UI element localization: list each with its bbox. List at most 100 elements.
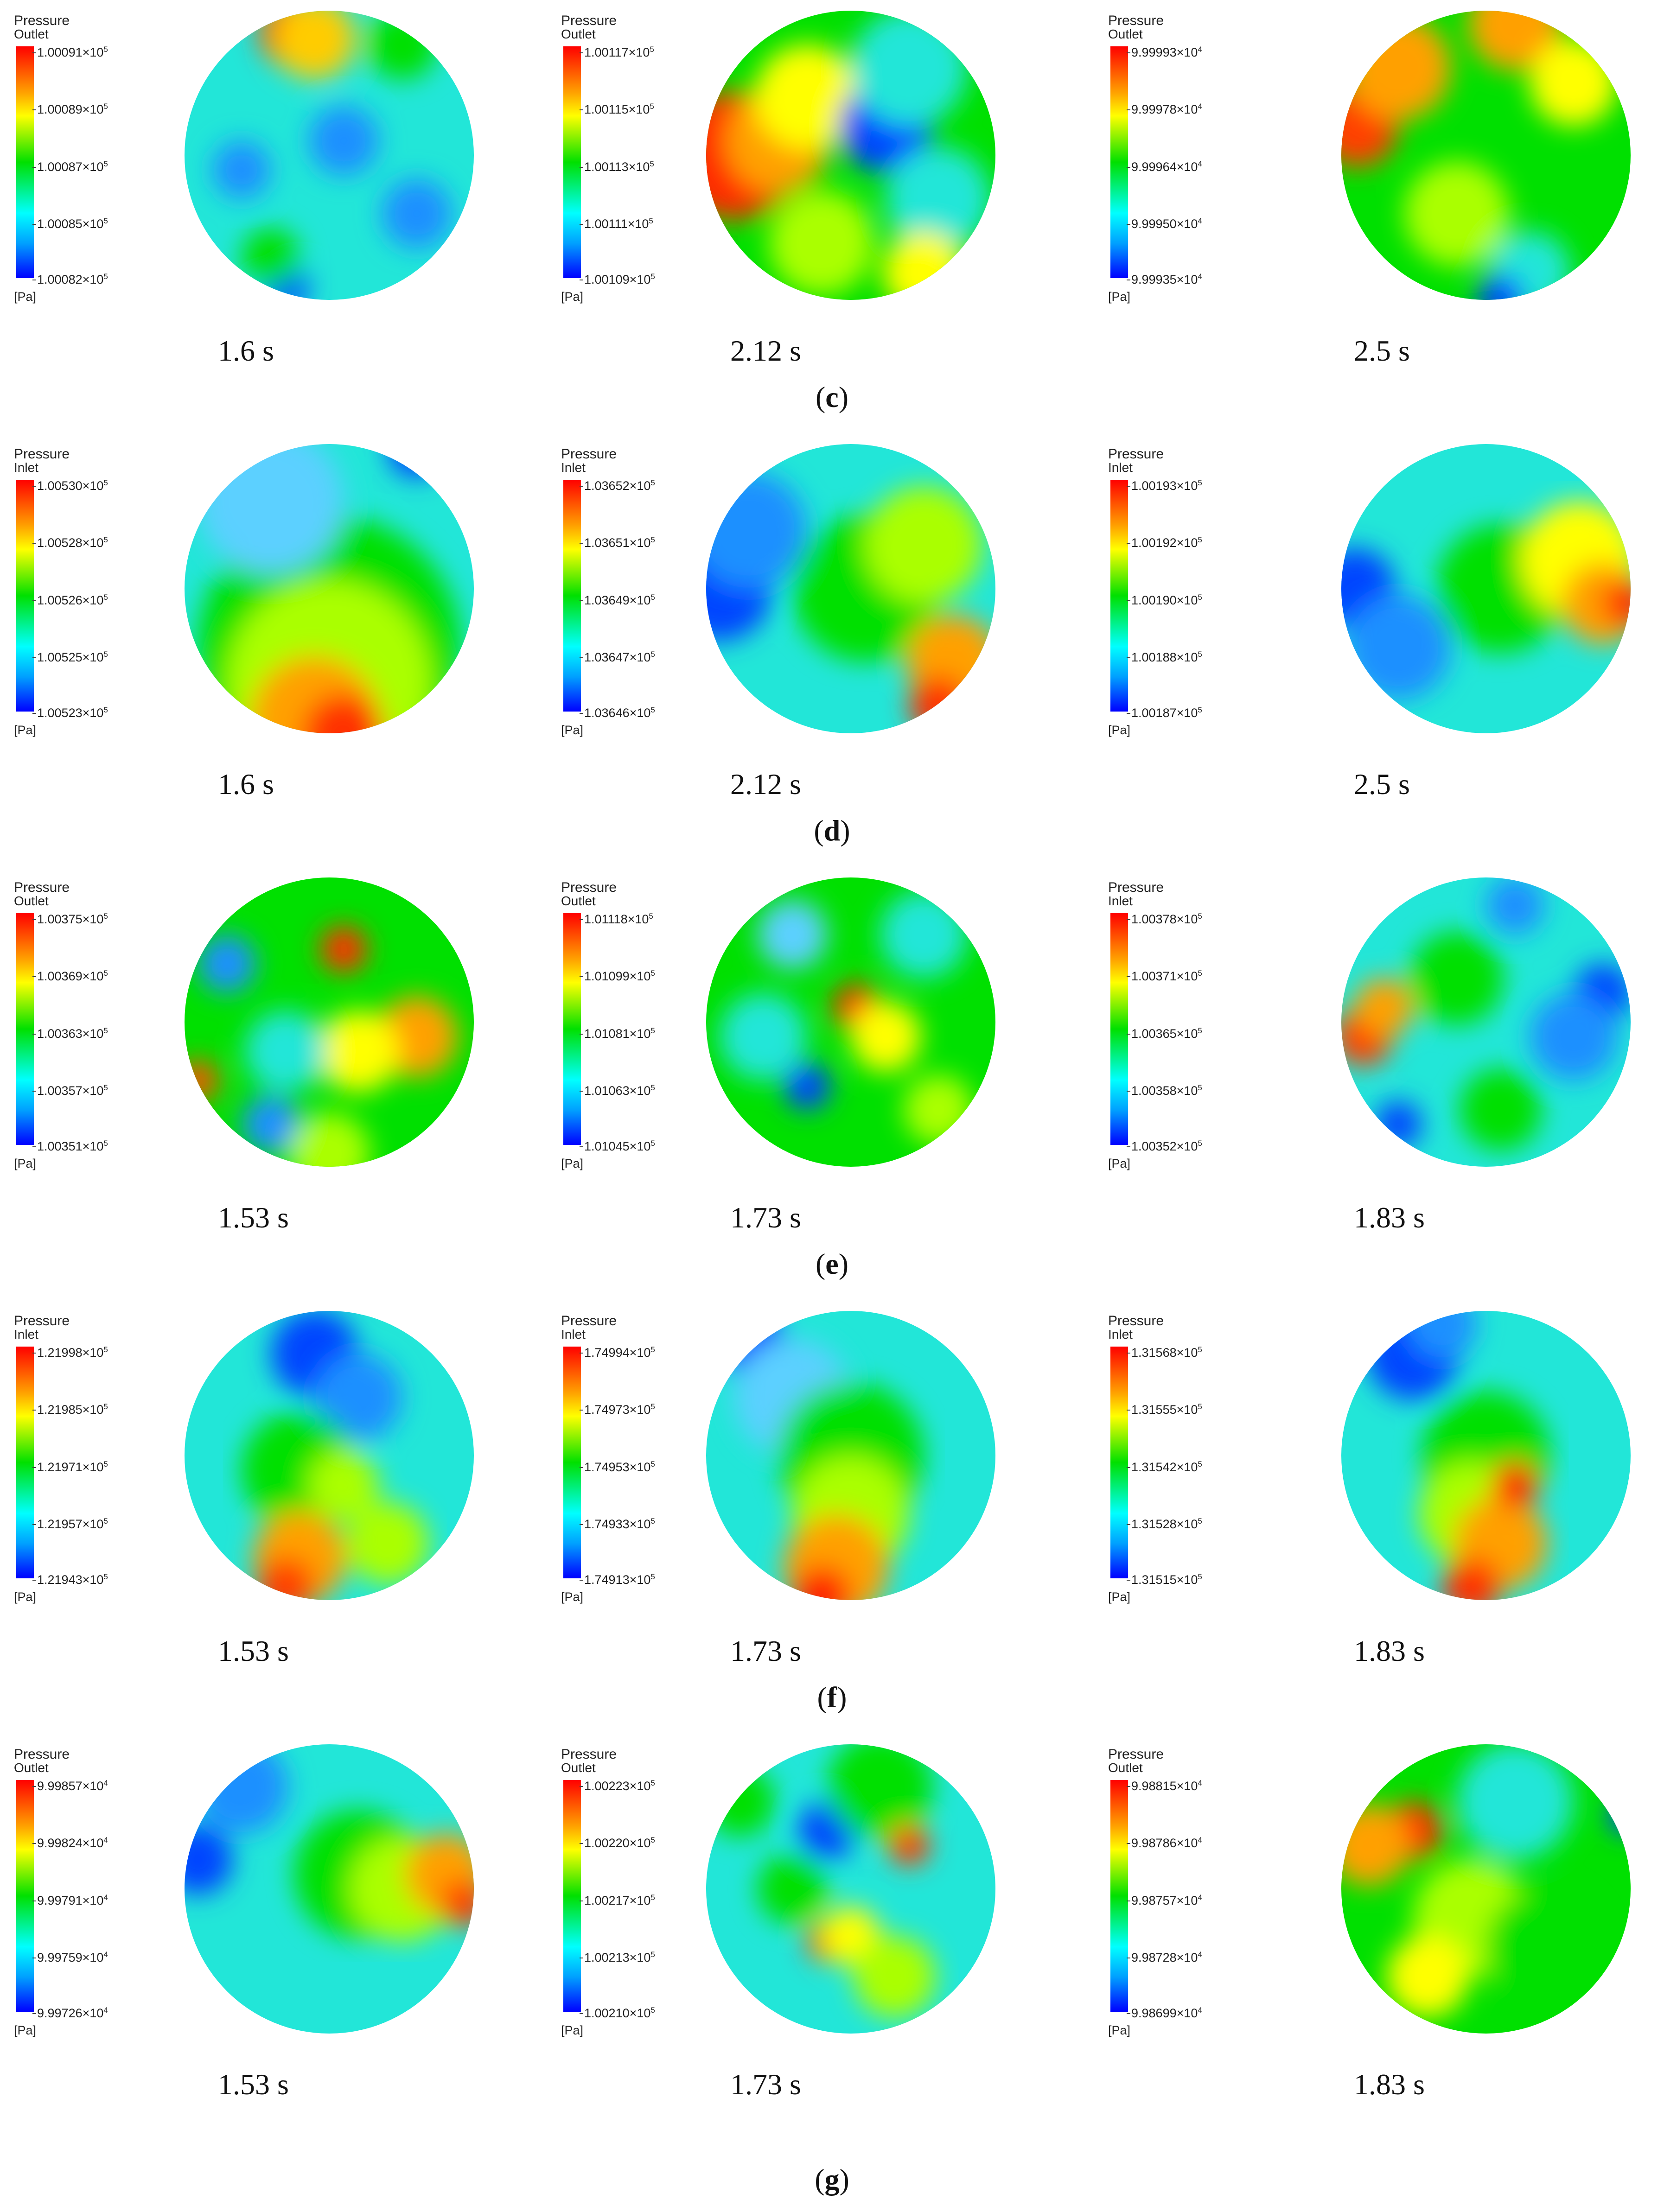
color-bar bbox=[563, 1347, 581, 1578]
tick-exponent: 5 bbox=[649, 912, 653, 921]
tick-exponent: 4 bbox=[103, 1893, 108, 1902]
legend-tick-label: 1.31542×105 bbox=[1127, 1460, 1202, 1474]
tick-value: 1.00192×10 bbox=[1131, 536, 1198, 550]
tick-exponent: 5 bbox=[650, 102, 654, 111]
pressure-contour-plot bbox=[705, 876, 997, 1168]
legend-tick-label: 9.99857×104 bbox=[32, 1779, 108, 1792]
legend-tick-label: 1.00111×105 bbox=[580, 217, 653, 230]
legend-tick-label: 1.03646×105 bbox=[580, 706, 655, 719]
legend-location: Outlet bbox=[14, 1761, 49, 1775]
legend-tick-label: 1.31528×105 bbox=[1127, 1517, 1202, 1531]
time-label: 1.83 s bbox=[1354, 2068, 1425, 2101]
tick-value: 9.98728×10 bbox=[1131, 1951, 1198, 1964]
legend-title: Pressure bbox=[1108, 446, 1164, 462]
tick-exponent: 5 bbox=[1198, 535, 1202, 544]
color-bar bbox=[1110, 480, 1128, 712]
tick-exponent: 5 bbox=[103, 159, 108, 168]
time-label: 1.6 s bbox=[218, 768, 274, 801]
legend-unit: [Pa] bbox=[1108, 1590, 1131, 1604]
tick-value: 9.99791×10 bbox=[37, 1894, 104, 1907]
color-bar bbox=[16, 1780, 34, 2012]
tick-exponent: 5 bbox=[650, 1950, 655, 1959]
time-label: 1.73 s bbox=[730, 2068, 801, 2101]
panel-letter: f bbox=[827, 1681, 837, 1714]
legend-unit: [Pa] bbox=[561, 290, 584, 304]
color-bar bbox=[1110, 46, 1128, 278]
pressure-contour-plot bbox=[183, 9, 475, 301]
tick-exponent: 5 bbox=[103, 272, 108, 281]
pressure-contour-plot bbox=[183, 1309, 475, 1602]
legend-tick-label: 1.00085×105 bbox=[32, 217, 108, 231]
tick-exponent: 4 bbox=[1198, 1893, 1202, 1902]
legend-tick-label: 1.74913×105 bbox=[580, 1573, 655, 1586]
time-label: 1.53 s bbox=[218, 2068, 289, 2101]
color-legend: Pressure Outlet 1.00117×105 1.00115×105 1.00… bbox=[559, 9, 726, 306]
pressure-contour-plot bbox=[705, 9, 997, 301]
legend-tick-label: 1.00525×105 bbox=[32, 650, 108, 664]
time-label: 2.5 s bbox=[1354, 768, 1410, 801]
legend-location: Inlet bbox=[14, 1327, 38, 1341]
legend-location: Inlet bbox=[14, 460, 38, 475]
tick-value: 1.00220×10 bbox=[584, 1836, 651, 1850]
tick-exponent: 5 bbox=[103, 1139, 108, 1148]
tick-exponent: 5 bbox=[650, 1083, 655, 1092]
legend-title: Pressure bbox=[14, 1313, 70, 1328]
tick-exponent: 5 bbox=[650, 650, 655, 659]
contour-cell: Pressure Outlet 1.01118×105 1.01099×105 1.01… bbox=[547, 867, 1094, 1300]
legend-title: Pressure bbox=[561, 880, 617, 895]
legend-title: Pressure bbox=[561, 446, 617, 462]
color-legend: Pressure Inlet 1.74994×105 1.74973×105 1.749… bbox=[559, 1309, 726, 1606]
legend-tick-label: 1.01063×105 bbox=[580, 1083, 655, 1098]
legend-title: Pressure bbox=[561, 13, 617, 28]
panel-row-d: Pressure Inlet 1.00530×105 1.00528×105 1.005… bbox=[0, 433, 1664, 867]
close-paren: ) bbox=[837, 1681, 847, 1714]
tick-exponent: 5 bbox=[103, 45, 108, 54]
tick-value: 1.00369×10 bbox=[37, 969, 104, 983]
tick-value: 1.00113×10 bbox=[584, 160, 650, 174]
tick-value: 1.00210×10 bbox=[584, 2006, 651, 2020]
legend-tick-label: 9.99759×104 bbox=[32, 1951, 108, 1964]
legend-tick-label: 1.03651×105 bbox=[580, 536, 655, 549]
color-bar bbox=[563, 1780, 581, 2012]
color-bar bbox=[1110, 1780, 1128, 2012]
tick-value: 1.00087×10 bbox=[37, 160, 104, 174]
pressure-contour-plot bbox=[1340, 876, 1632, 1168]
tick-value: 1.03647×10 bbox=[584, 650, 651, 664]
tick-exponent: 4 bbox=[1198, 45, 1202, 54]
tick-exponent: 5 bbox=[650, 1779, 655, 1787]
legend-title: Pressure bbox=[14, 13, 70, 28]
tick-value: 1.00375×10 bbox=[37, 912, 104, 926]
color-legend: Pressure Outlet 1.00375×105 1.00369×105 1.00… bbox=[12, 876, 179, 1173]
legend-tick-label: 1.00087×105 bbox=[32, 159, 108, 174]
legend-location: Outlet bbox=[1108, 1761, 1143, 1775]
tick-value: 1.21943×10 bbox=[37, 1573, 104, 1587]
tick-value: 1.74994×10 bbox=[584, 1346, 651, 1360]
color-legend: Pressure Outlet 1.00223×105 1.00220×105 1.00… bbox=[559, 1743, 726, 2040]
time-label: 1.53 s bbox=[218, 1201, 289, 1234]
legend-tick-label: 1.21985×105 bbox=[32, 1403, 108, 1416]
legend-location: Inlet bbox=[561, 1327, 586, 1341]
legend-unit: [Pa] bbox=[561, 2023, 584, 2037]
legend-tick-label: 9.99964×104 bbox=[1127, 160, 1202, 173]
time-label: 2.12 s bbox=[730, 768, 801, 801]
open-paren: ( bbox=[815, 381, 826, 413]
tick-exponent: 5 bbox=[103, 593, 108, 602]
tick-value: 1.31542×10 bbox=[1131, 1460, 1198, 1474]
tick-value: 1.01063×10 bbox=[584, 1084, 651, 1098]
legend-tick-label: 1.21957×105 bbox=[32, 1517, 108, 1531]
pressure-contour-plot bbox=[705, 443, 997, 735]
tick-exponent: 5 bbox=[650, 1139, 655, 1148]
legend-tick-label: 1.00223×105 bbox=[580, 1779, 655, 1792]
legend-unit: [Pa] bbox=[14, 2023, 37, 2037]
legend-tick-label: 1.00113×105 bbox=[580, 160, 654, 174]
legend-tick-label: 1.00210×105 bbox=[580, 2006, 655, 2020]
legend-tick-label: 1.00358×105 bbox=[1127, 1084, 1202, 1097]
legend-tick-label: 1.01118×105 bbox=[580, 912, 653, 926]
tick-exponent: 5 bbox=[1198, 706, 1202, 714]
tick-value: 1.00085×10 bbox=[37, 217, 104, 231]
tick-exponent: 5 bbox=[103, 650, 108, 659]
tick-value: 1.21957×10 bbox=[37, 1517, 104, 1531]
tick-exponent: 5 bbox=[1198, 1139, 1202, 1148]
tick-exponent: 5 bbox=[103, 1517, 108, 1526]
tick-exponent: 5 bbox=[103, 1345, 108, 1354]
